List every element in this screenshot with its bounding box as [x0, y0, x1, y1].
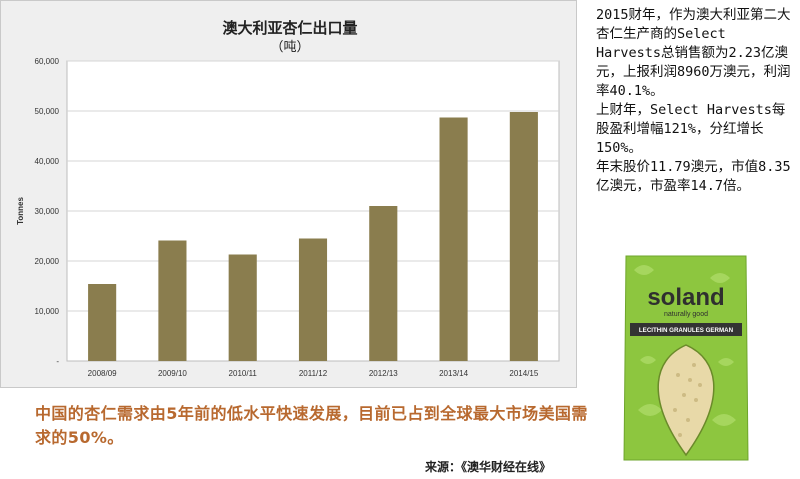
- chart-subtitle: （吨）: [270, 40, 309, 55]
- bar: [88, 284, 117, 361]
- product-leaf-pattern: [634, 265, 736, 426]
- x-tick-labels: 2008/09 2009/10 2010/11 2011/12 2012/13 2013/…: [88, 369, 539, 378]
- y-tick-label: 20,000: [35, 257, 60, 266]
- y-tick-label: 30,000: [35, 207, 60, 216]
- soland-product-image: soland naturally good LECITHIN GRANULES …: [623, 255, 749, 461]
- x-tick-label: 2008/09: [88, 369, 117, 378]
- bar: [509, 112, 538, 361]
- bar: [228, 254, 257, 361]
- y-tick-label: 50,000: [35, 107, 60, 116]
- product-label-band: [630, 323, 742, 336]
- x-tick-label: 2010/11: [229, 369, 258, 378]
- x-tick-label: 2013/14: [439, 369, 468, 378]
- bar-chart: 澳大利亚杏仁出口量 （吨） Tonnes - 10,000 20,000 30,000…: [16, 19, 560, 378]
- chart-panel: 澳大利亚杏仁出口量 （吨） Tonnes - 10,000 20,000 30,000…: [0, 0, 577, 388]
- bar: [158, 240, 187, 361]
- y-tick-label: 60,000: [35, 57, 60, 66]
- source-text: 来源：《澳华财经在线》: [425, 460, 552, 474]
- x-tick-label: 2014/15: [509, 369, 538, 378]
- y-tick-label: 40,000: [35, 157, 60, 166]
- side-paragraph: 上财年，Select Harvests每股盈利增幅121%，分红增长150%。: [596, 102, 786, 156]
- product-name: LECITHIN GRANULES GERMAN: [639, 327, 734, 334]
- x-tick-label: 2012/13: [369, 369, 398, 378]
- y-tick-labels: - 10,000 20,000 30,000 40,000 50,000 60,000: [35, 57, 60, 366]
- y-axis-label: Tonnes: [16, 197, 25, 225]
- caption-text: 中国的杏仁需求由5年前的低水平快速发展，目前已占到全球最大市场美国需求的50%。: [35, 404, 588, 447]
- product-tagline: naturally good: [664, 311, 708, 318]
- side-text-block: 2015财年，作为澳大利亚第二大杏仁生产商的Select Harvests总销售…: [596, 6, 794, 196]
- product-window: [657, 344, 715, 457]
- x-tick-label: 2011/12: [299, 369, 328, 378]
- bar: [369, 206, 398, 361]
- y-tick-label: -: [56, 357, 59, 366]
- side-paragraph: 年末股价11.79澳元，市值8.35亿澳元，市盈率14.7倍。: [596, 159, 791, 194]
- product-brand-logo: soland: [647, 284, 724, 311]
- bar: [439, 117, 468, 361]
- bar: [298, 238, 328, 361]
- product-granules: [673, 363, 702, 437]
- y-tick-label: 10,000: [35, 307, 60, 316]
- chart-title: 澳大利亚杏仁出口量: [222, 19, 357, 37]
- side-paragraph: 2015财年，作为澳大利亚第二大杏仁生产商的Select Harvests总销售…: [596, 7, 791, 99]
- bars: [88, 112, 538, 361]
- x-tick-label: 2009/10: [158, 369, 187, 378]
